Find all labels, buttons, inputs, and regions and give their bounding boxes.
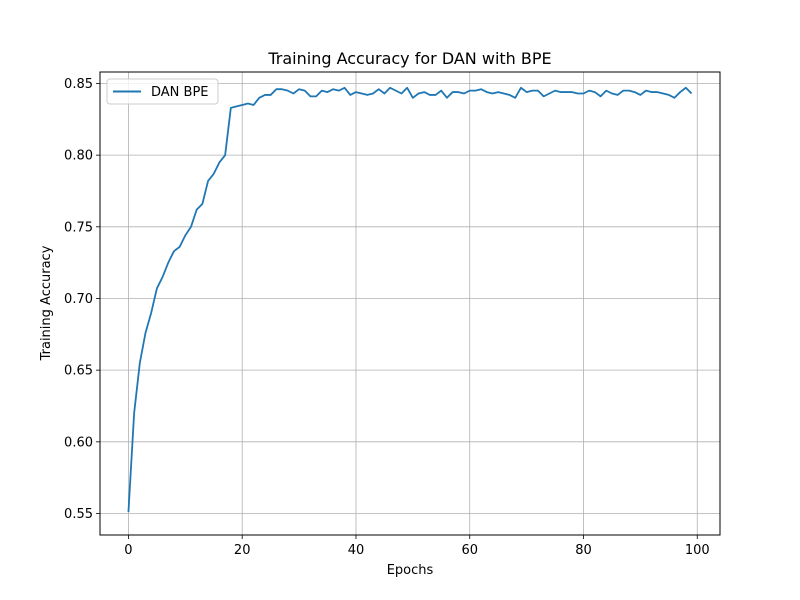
x-axis-label: Epochs: [387, 563, 434, 578]
x-tick-label: 100: [685, 543, 710, 558]
y-tick-label: 0.60: [64, 435, 93, 450]
x-ticks: 0 20 40 60 80 100: [124, 535, 710, 558]
y-ticks: 0.55 0.60 0.65 0.70 0.75 0.80 0.85: [64, 77, 100, 522]
legend-box: [106, 78, 219, 105]
x-tick-label: 20: [234, 543, 251, 558]
legend-label: DAN BPE: [151, 85, 209, 100]
y-tick-label: 0.65: [64, 364, 93, 379]
y-tick-label: 0.70: [64, 292, 93, 307]
y-tick-label: 0.80: [64, 149, 93, 164]
series-line-dan-bpe: [127, 86, 693, 513]
plot-frame: [99, 71, 721, 536]
y-tick-label: 0.55: [64, 507, 93, 522]
x-tick-label: 0: [124, 543, 132, 558]
x-tick-label: 60: [461, 543, 478, 558]
legend: DAN BPE: [106, 78, 219, 105]
series-layer: [127, 86, 693, 513]
y-axis-label: Training Accuracy: [39, 245, 54, 361]
chart-title: Training Accuracy for DAN with BPE: [267, 49, 551, 68]
y-tick-label: 0.75: [64, 220, 93, 235]
y-tick-label: 0.85: [64, 77, 93, 92]
x-tick-label: 40: [348, 543, 365, 558]
x-tick-label: 80: [575, 543, 592, 558]
grid: [100, 72, 720, 535]
